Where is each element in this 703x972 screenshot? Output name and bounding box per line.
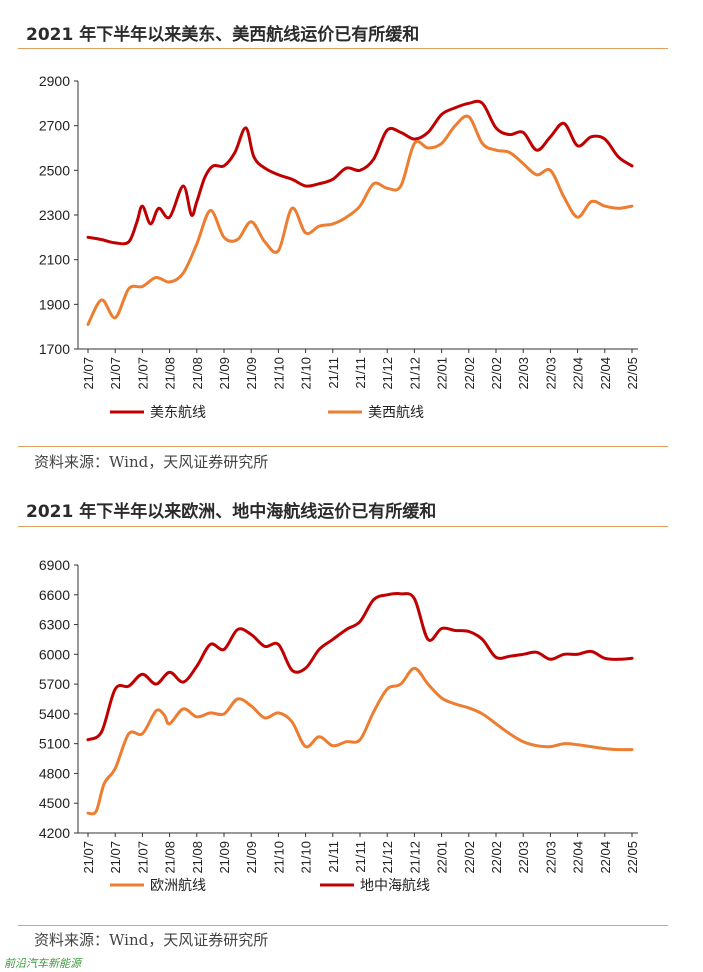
x-tick-label: 22/02 [462,357,477,390]
x-tick-label: 21/08 [163,841,178,874]
x-tick-label: 21/10 [299,357,314,390]
x-tick-label: 21/08 [163,357,178,390]
chart-1-bottom-rule [18,446,668,447]
x-tick-label: 22/04 [571,357,586,390]
x-tick-label: 22/02 [489,357,504,390]
x-tick-label: 21/12 [380,841,395,874]
series-line-1 [86,99,634,246]
x-tick-label: 21/07 [81,357,96,390]
x-tick-label: 21/07 [108,357,123,390]
y-tick-label: 6300 [39,617,70,633]
x-tick-label: 21/08 [190,357,205,390]
series-line-2 [86,114,634,326]
y-tick-label: 6900 [39,557,70,573]
x-tick-label: 22/05 [625,841,640,874]
x-tick-label: 21/07 [108,841,123,874]
x-tick-label: 22/05 [625,357,640,390]
x-tick-label: 21/12 [380,357,395,390]
x-tick-label: 22/03 [516,841,531,874]
legend-label-2: 地中海航线 [360,877,430,893]
x-tick-label: 22/03 [516,357,531,390]
x-tick-label: 22/04 [598,841,613,874]
x-tick-label: 22/03 [543,357,558,390]
legend-label-1: 欧洲航线 [150,877,206,893]
x-tick-label: 22/04 [571,841,586,874]
chart-2-top-rule [18,526,668,527]
chart-1-source: 资料来源：Wind，天风证券研究所 [34,453,269,471]
x-tick-label: 22/02 [462,841,477,874]
chart-2: 4200 4500 4800 5100 5400 5700 6000 6300 6600 6900… [39,557,640,893]
x-tick-label: 21/07 [135,357,150,390]
x-tick-label: 21/12 [407,357,422,390]
x-tick-label: 21/12 [407,841,422,874]
y-tick-label: 4800 [39,765,70,781]
x-tick-label: 21/07 [81,841,96,874]
chart-2-title: 2021 年下半年以来欧洲、地中海航线运价已有所缓和 [26,502,437,522]
x-tick-label: 21/08 [190,841,205,874]
x-tick-label: 22/04 [598,357,613,390]
legend-label-2: 美西航线 [368,404,424,420]
x-tick-label: 21/11 [326,841,341,873]
chart-1-top-rule [18,48,668,49]
x-tick-label: 21/09 [217,841,232,874]
y-tick-label: 2300 [39,207,70,223]
series-line-1 [86,666,634,816]
x-tick-label: 21/10 [271,357,286,390]
y-tick-label: 2100 [39,252,70,268]
x-tick-label: 21/07 [135,841,150,874]
x-tick-label: 21/09 [244,357,259,390]
y-tick-label: 2900 [39,73,70,89]
y-tick-label: 1700 [39,341,70,357]
chart-1: 1700 1900 2100 2300 2500 2700 2900 21/07 21/07 21… [39,73,640,420]
y-tick-label: 4500 [39,795,70,811]
y-tick-label: 2700 [39,118,70,134]
watermark: 前沿汽车新能源 [4,957,81,970]
chart-2-source: 资料来源：Wind，天风证券研究所 [34,931,269,949]
x-tick-label: 22/02 [489,841,504,874]
series-line-2 [86,592,634,742]
y-tick-label: 5400 [39,706,70,722]
legend-label-1: 美东航线 [150,404,206,420]
x-tick-label: 21/10 [299,841,314,874]
x-tick-label: 21/10 [271,841,286,874]
chart-2-bottom-rule [18,925,668,926]
x-tick-label: 21/11 [353,357,368,389]
y-tick-label: 5100 [39,736,70,752]
x-tick-label: 22/01 [435,357,450,390]
x-tick-label: 22/01 [435,841,450,874]
y-tick-label: 6600 [39,587,70,603]
x-tick-label: 21/09 [244,841,259,874]
x-tick-label: 22/03 [543,841,558,874]
y-tick-label: 2500 [39,162,70,178]
y-tick-label: 5700 [39,676,70,692]
x-tick-label: 21/09 [217,357,232,390]
y-tick-label: 6000 [39,646,70,662]
x-tick-label: 21/11 [326,357,341,389]
y-tick-label: 4200 [39,825,70,841]
y-tick-label: 1900 [39,296,70,312]
x-tick-label: 21/11 [353,841,368,873]
chart-1-title: 2021 年下半年以来美东、美西航线运价已有所缓和 [26,25,420,45]
